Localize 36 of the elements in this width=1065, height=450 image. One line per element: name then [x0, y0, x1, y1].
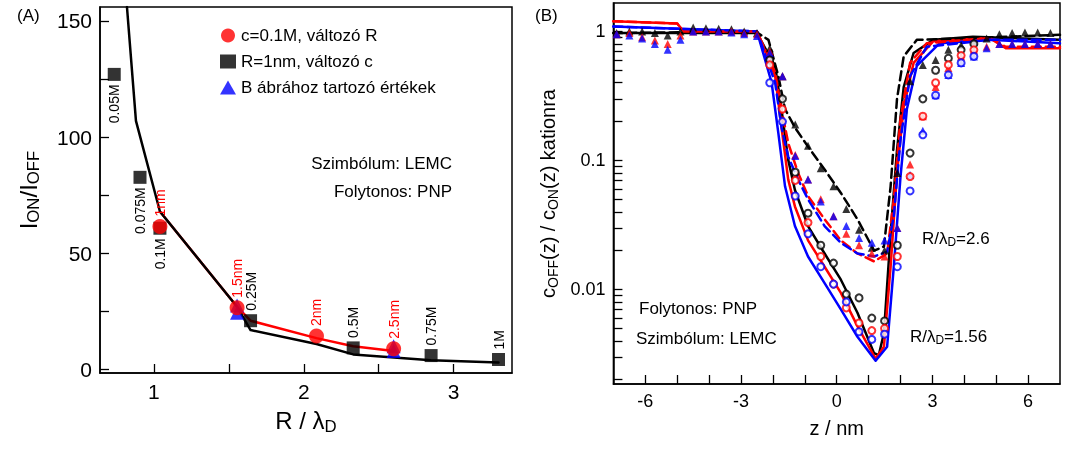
y-tick-label: 0.1 [580, 150, 606, 171]
x-tick-label: 2 [297, 380, 310, 403]
x-tick-label: 3 [927, 391, 938, 411]
annotation: 2.5nm [385, 299, 402, 339]
x-tick-label: 0 [831, 391, 842, 411]
annotation: Folytonos: PNP [639, 299, 758, 318]
legend-label: R=1nm, változó c [241, 52, 374, 71]
annotation: 0.5M [345, 306, 362, 338]
legend-label: c=0.1M, változó R [241, 26, 378, 45]
x-tick-label: 3 [447, 380, 460, 403]
y-tick-label: 0 [80, 358, 92, 382]
annotation: Folytonos: PNP [333, 182, 453, 201]
x-tick-label: 1 [148, 380, 160, 403]
annotation: 2nm [308, 298, 325, 327]
annotation: 0.75M [423, 306, 440, 346]
y-tick-label: 0.01 [570, 279, 606, 300]
annotation: Szimbólum: LEMC [311, 154, 453, 173]
x-tick-label: -3 [733, 391, 750, 411]
annotation: 1nm [151, 189, 168, 217]
annotation: Szimbólum: LEMC [636, 329, 777, 348]
annotation: 0.075M [132, 187, 148, 235]
annotation: 0.1M [151, 238, 168, 270]
y-tick-label: 1 [595, 21, 606, 42]
chart-title: (B) [535, 6, 558, 25]
y-axis-title: ION/IOFF [14, 150, 43, 230]
chart-title: (A) [17, 6, 40, 25]
y-tick-label: 100 [56, 125, 92, 149]
legend-label: B ábrához tartozó értékek [241, 78, 437, 97]
annotation: 0.05M [106, 84, 123, 124]
y-tick-label: 50 [68, 241, 92, 265]
y-axis-title: cOFF(z) / cON(z) kationra [537, 88, 561, 299]
x-tick-label: -6 [637, 391, 654, 411]
y-tick-label: 150 [56, 9, 92, 33]
x-tick-label: 6 [1023, 391, 1034, 411]
annotation: 1M [490, 330, 507, 350]
x-axis-title: z / nm [809, 417, 864, 439]
